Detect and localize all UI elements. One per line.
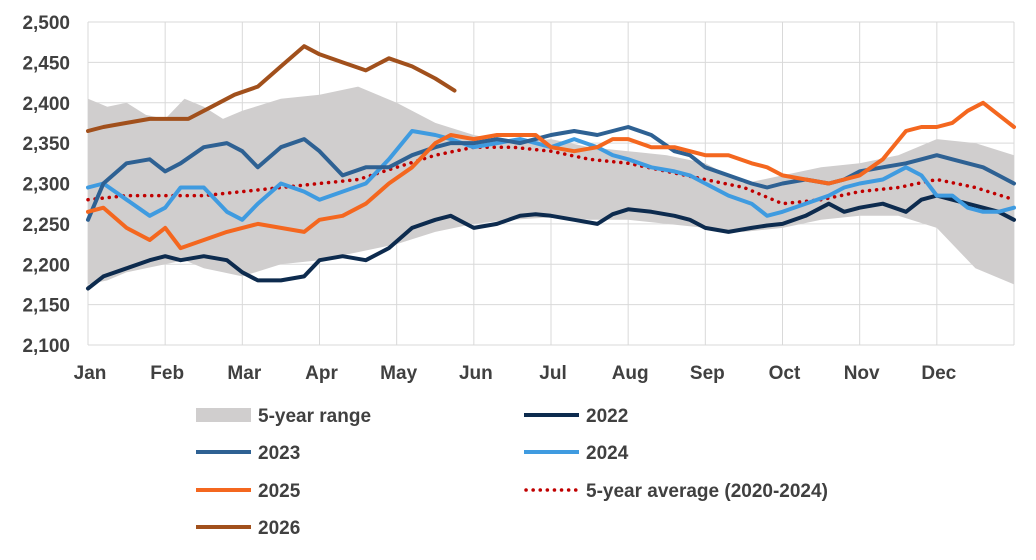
series-line-5year <box>86 145 1016 206</box>
y-tick-label: 2,150 <box>22 296 70 317</box>
series-line-2023 <box>86 125 1016 222</box>
x-tick-label: Apr <box>305 363 338 384</box>
legend-label: 5-year average (2020-2024) <box>586 481 828 502</box>
range-band <box>88 86 1014 285</box>
legend-item: 5-year average (2020-2024) <box>524 481 828 502</box>
y-tick-label: 2,300 <box>22 175 70 196</box>
legend-item: 5-year range <box>196 406 371 427</box>
series-line-2026 <box>86 44 457 133</box>
x-tick-label: Oct <box>769 363 801 384</box>
legend-label: 2023 <box>258 443 300 464</box>
y-tick-label: 2,100 <box>22 336 70 357</box>
y-tick-label: 2,350 <box>22 134 70 155</box>
legend-item: 2022 <box>524 406 628 427</box>
series-lines <box>86 44 1016 291</box>
legend-item: 2025 <box>196 481 301 502</box>
y-tick-label: 2,250 <box>22 215 70 236</box>
series-line-2025 <box>86 100 1016 251</box>
range-area <box>88 86 1014 285</box>
x-tick-label: Mar <box>227 363 261 384</box>
y-tick-label: 2,450 <box>22 53 70 74</box>
legend-label: 2026 <box>258 518 300 539</box>
legend-item: 2023 <box>196 443 300 464</box>
legend-label: 2024 <box>586 443 629 464</box>
x-tick-label: Jul <box>539 363 566 384</box>
x-tick-label: Jan <box>74 363 107 384</box>
legend-label: 2022 <box>586 406 628 427</box>
x-tick-label: Jun <box>459 363 493 384</box>
y-tick-label: 2,200 <box>22 255 70 276</box>
x-tick-label: Aug <box>612 363 649 384</box>
series-line-2024 <box>86 129 1016 222</box>
series-line-2022 <box>86 193 1016 291</box>
legend-item: 2024 <box>524 443 629 464</box>
y-tick-label: 2,500 <box>22 13 70 34</box>
x-tick-label: Sep <box>690 363 725 384</box>
y-axis: 2,100 2,150 2,200 2,250 2,300 2,350 2,400 2,450… <box>22 13 70 357</box>
x-tick-label: May <box>380 363 417 384</box>
x-tick-label: Nov <box>844 363 880 384</box>
x-tick-label: Feb <box>150 363 184 384</box>
legend-swatch-range <box>196 408 251 422</box>
legend-item: 2026 <box>196 518 300 539</box>
legend-label: 5-year range <box>258 406 371 427</box>
y-tick-label: 2,400 <box>22 94 70 115</box>
legend-label: 2025 <box>258 481 301 502</box>
x-axis: Jan Feb Mar Apr May Jun Jul Aug Sep Oct Nov Dec <box>74 363 957 384</box>
legend: 5-year range 2022 2023 2024 2025 5-year avera… <box>196 406 828 539</box>
x-tick-label: Dec <box>921 363 956 384</box>
